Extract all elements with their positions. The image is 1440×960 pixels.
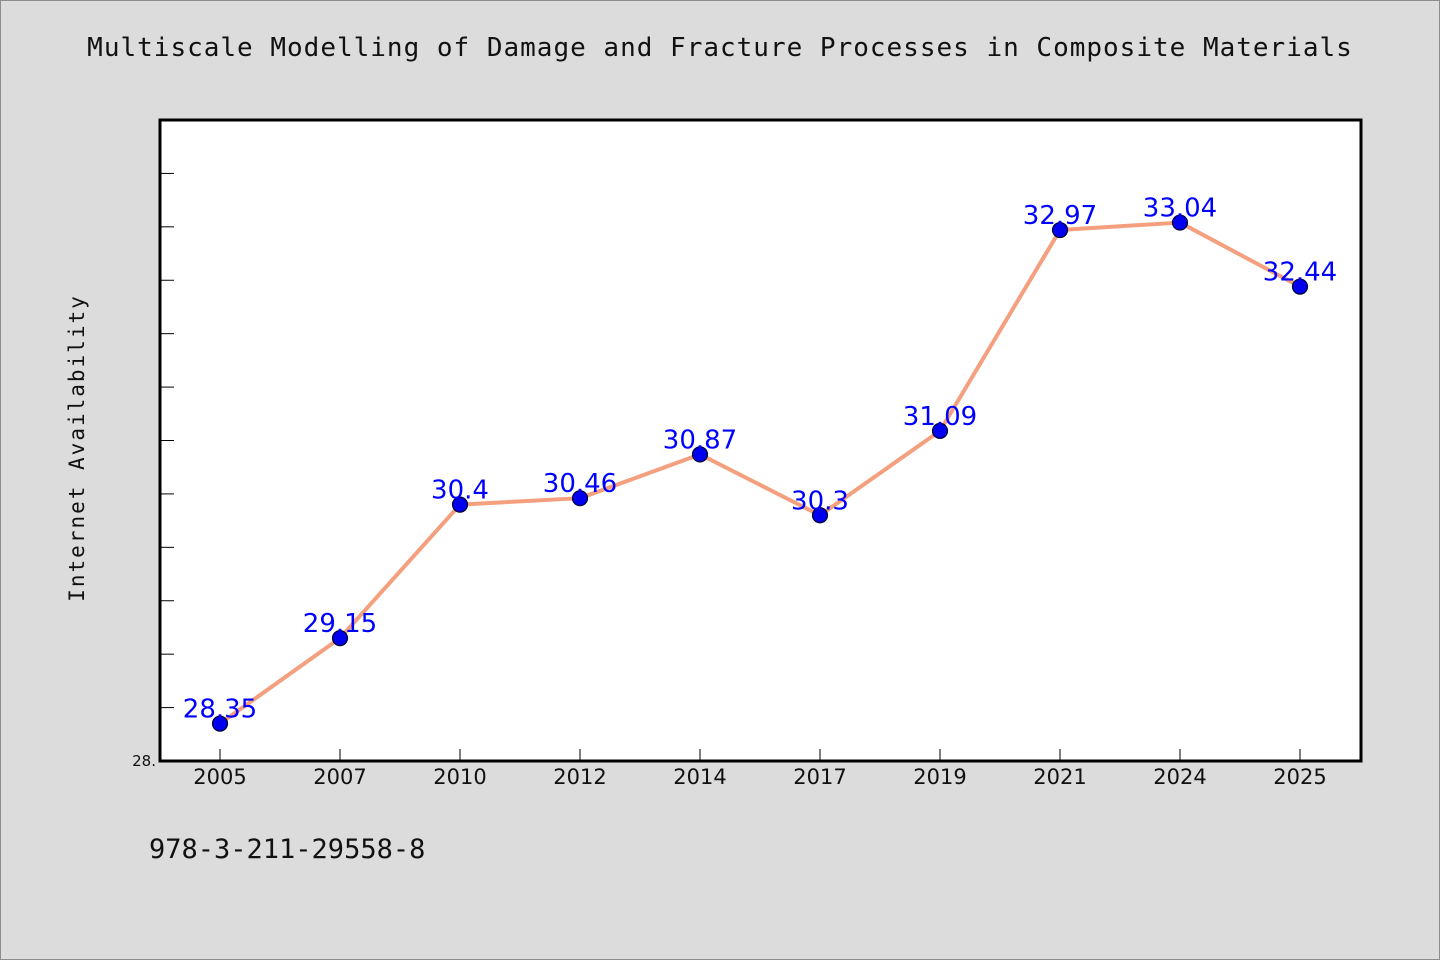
x-tick-label: 2024 <box>1153 765 1206 789</box>
data-label: 30.87 <box>663 425 737 455</box>
data-label: 30.46 <box>543 469 617 499</box>
x-tick-label: 2007 <box>313 765 366 789</box>
data-point <box>571 490 589 507</box>
data-point <box>331 630 349 647</box>
data-label: 29.15 <box>303 609 377 639</box>
x-tick-label: 2010 <box>433 765 486 789</box>
x-tick-label: 2017 <box>793 765 846 789</box>
data-label: 33.04 <box>1143 194 1217 224</box>
isbn-note: 978-3-211-29558-8 <box>149 834 426 865</box>
chart-title: Multiscale Modelling of Damage and Fract… <box>87 33 1353 63</box>
data-point <box>451 496 469 513</box>
series-layer <box>211 214 1309 732</box>
y-tick-label: 28. <box>132 752 156 770</box>
data-label: 30.4 <box>431 476 489 506</box>
data-point <box>691 446 709 463</box>
x-tick-label: 2012 <box>553 765 606 789</box>
x-axis-ticks: 2005 2007 2010 2012 2014 2017 2019 2021 2024 2025 <box>193 749 1327 789</box>
data-label: 31.09 <box>903 402 977 432</box>
series-line <box>218 220 1302 726</box>
x-tick-label: 2021 <box>1033 765 1086 789</box>
y-axis-ticks: 28. <box>132 119 174 770</box>
data-label: 30.3 <box>791 486 849 516</box>
data-point <box>811 507 829 524</box>
x-tick-label: 2005 <box>193 765 246 789</box>
data-point <box>211 715 229 732</box>
data-label: 32.97 <box>1023 201 1097 231</box>
x-tick-label: 2014 <box>673 765 726 789</box>
plot-area <box>158 118 1363 763</box>
x-tick-label: 2025 <box>1273 765 1326 789</box>
data-point <box>1171 214 1189 231</box>
data-label: 32.44 <box>1263 258 1337 288</box>
data-label: 28.35 <box>183 695 257 725</box>
data-point <box>1291 278 1309 295</box>
data-point <box>1051 221 1069 239</box>
data-label-layer: 28.35 29.15 30.4 30.46 30.87 30.3 31.09 32.97 33… <box>183 194 1337 725</box>
x-tick-label: 2019 <box>913 765 966 789</box>
data-point <box>931 422 949 439</box>
